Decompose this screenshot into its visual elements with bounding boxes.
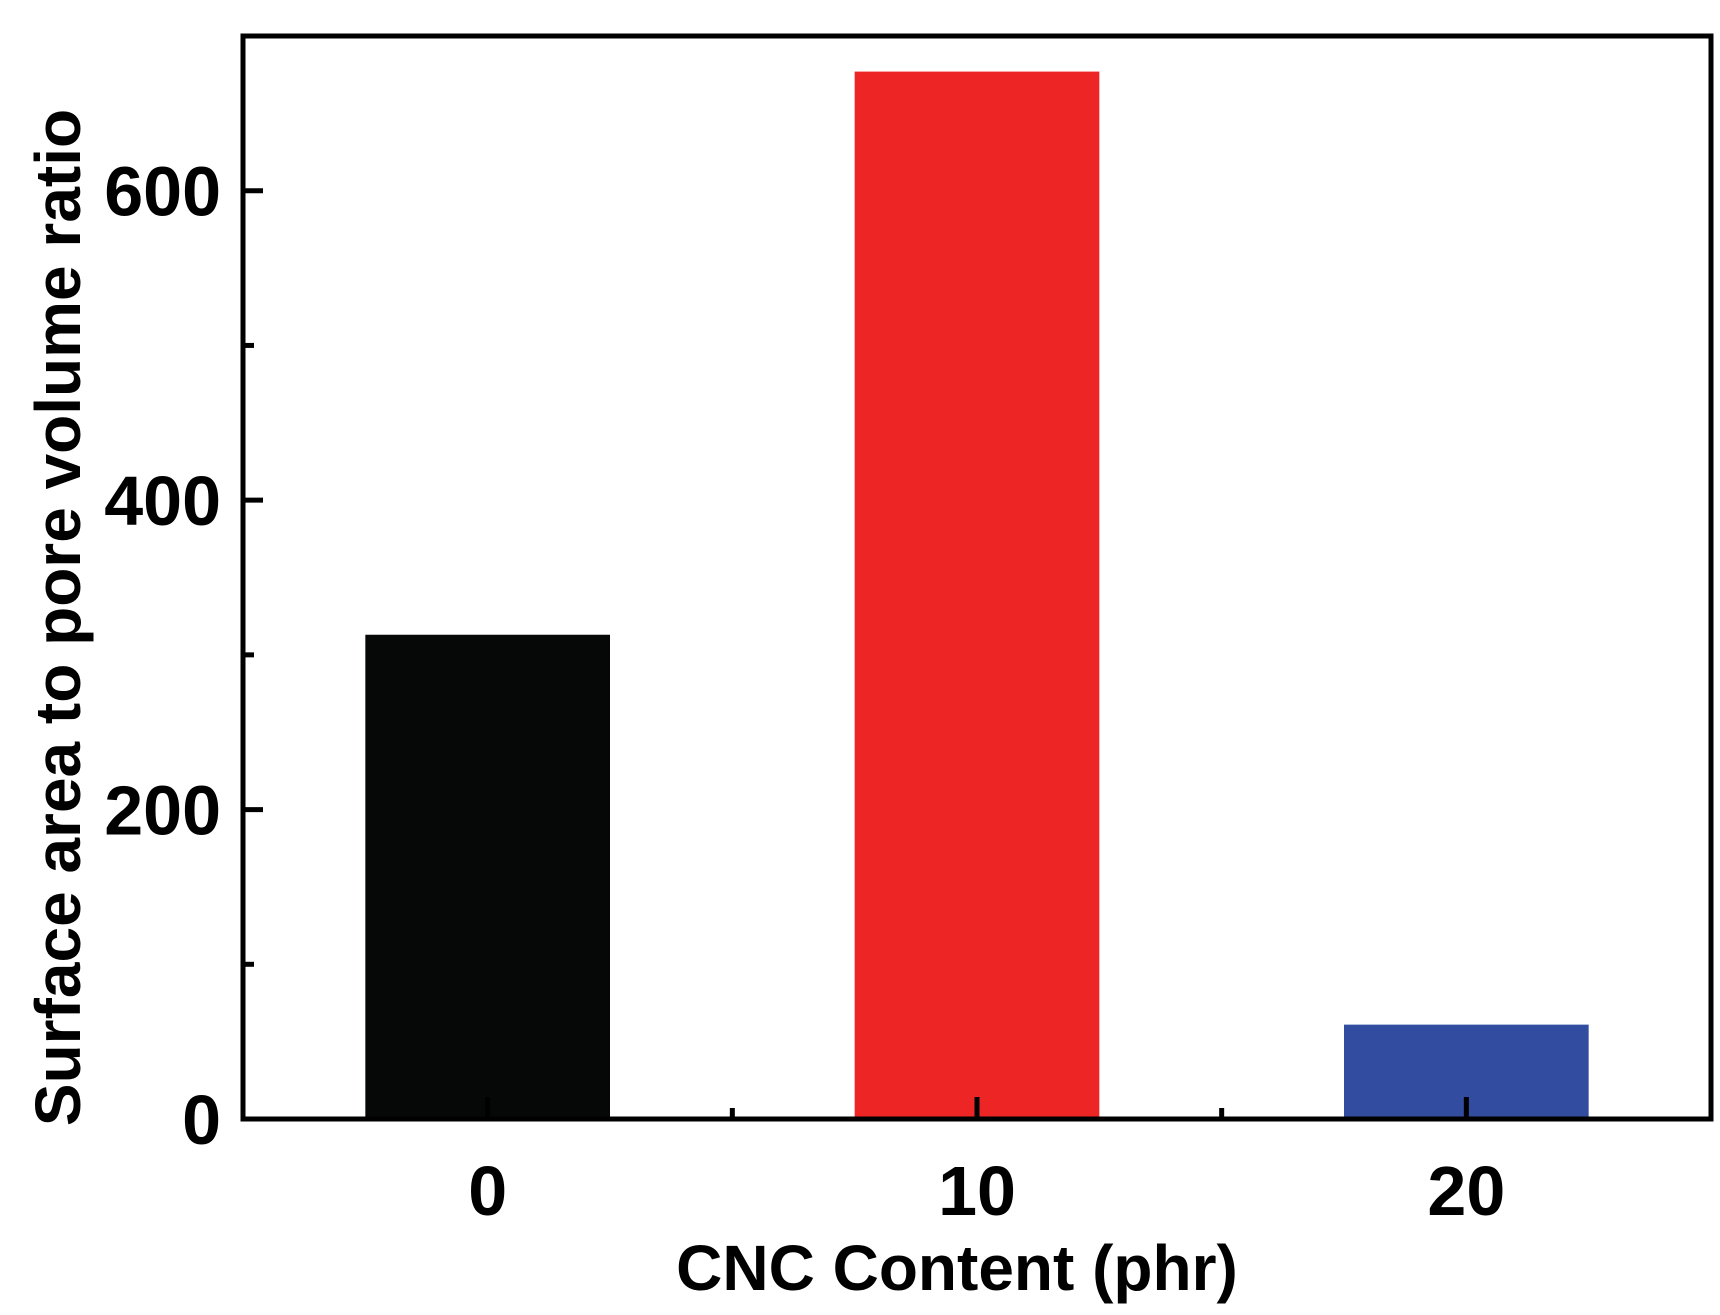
y-axis-title: Surface area to pore volume ratio	[22, 109, 94, 1126]
x-tick-label: 0	[468, 1152, 507, 1230]
x-tick-label: 10	[938, 1152, 1016, 1230]
bar-10	[854, 71, 1100, 1120]
y-tick-label: 600	[104, 153, 221, 231]
bar-0	[365, 634, 610, 1119]
bars-group	[365, 71, 1589, 1120]
y-tick-label: 0	[182, 1081, 221, 1159]
ticks-group: 0 200 400 600 0 10 20	[104, 153, 1505, 1230]
y-tick-label: 200	[104, 772, 221, 850]
x-tick-label: 20	[1427, 1152, 1505, 1230]
y-tick-label: 400	[104, 462, 221, 540]
x-axis-title: CNC Content (phr)	[676, 1232, 1238, 1304]
